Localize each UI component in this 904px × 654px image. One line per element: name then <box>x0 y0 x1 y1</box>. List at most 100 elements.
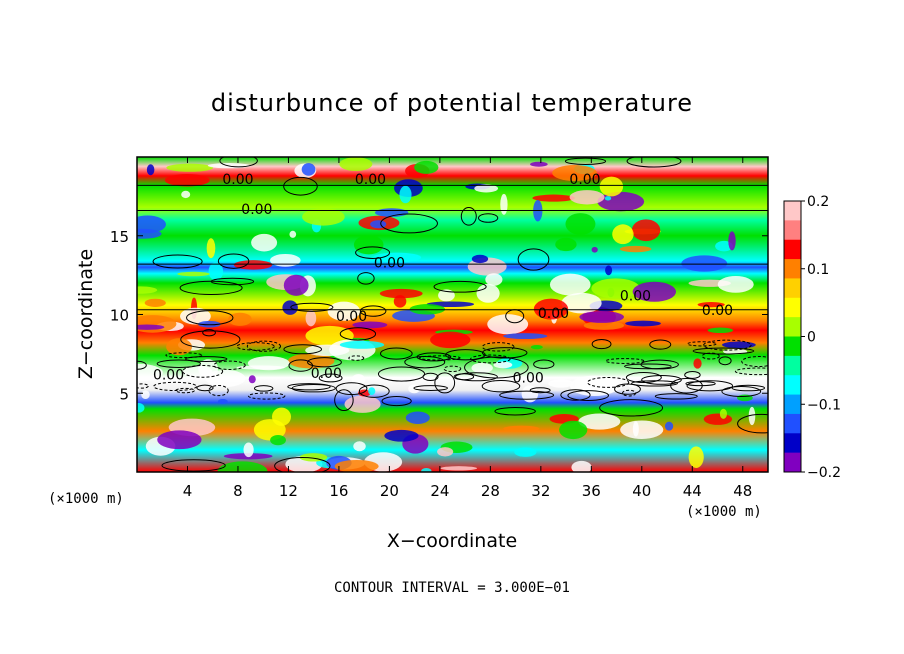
contour-line <box>670 377 703 394</box>
contour-line <box>529 387 551 394</box>
contour-line <box>703 339 752 351</box>
contour-line <box>380 213 438 234</box>
contour-line <box>649 339 672 350</box>
x-tick-label-8: 36 <box>582 482 601 500</box>
x-tick-label-3: 16 <box>329 482 348 500</box>
y-axis-ticks: 5 10 15 <box>110 228 768 403</box>
contour-line <box>517 248 550 271</box>
heatmap-blob <box>248 375 256 384</box>
heatmap-blob <box>500 193 508 215</box>
heatmap-blob <box>748 406 756 426</box>
heatmap-blob <box>604 196 612 201</box>
heatmap-blob <box>521 385 539 403</box>
contour-line <box>640 359 679 370</box>
colorbar-swatch-6 <box>784 317 801 337</box>
heatmap-blob <box>236 365 285 370</box>
contour-line <box>737 413 768 434</box>
heatmap-blob <box>137 324 165 330</box>
contour-line <box>692 347 755 355</box>
heatmap-blob <box>440 466 478 471</box>
contour-line <box>621 389 637 397</box>
heatmap-blob <box>352 321 388 329</box>
heatmap-blob <box>591 246 598 253</box>
contour-line <box>185 356 228 362</box>
contour-line <box>339 327 377 341</box>
contour-line <box>721 386 762 397</box>
contour-line <box>599 399 664 417</box>
heatmap-blob <box>302 208 345 226</box>
contour-line <box>380 347 413 360</box>
contour-line <box>355 246 391 259</box>
contour-label-10: 0.00 <box>513 371 544 387</box>
x-tick-label-10: 44 <box>683 482 702 500</box>
heatmap-blob <box>625 320 661 327</box>
heatmap-blob <box>612 224 634 245</box>
heatmap-blob <box>206 238 216 259</box>
heatmap-blob <box>530 161 548 167</box>
x-axis-label: X−coordinate <box>387 530 517 552</box>
heatmap-blob <box>228 312 252 326</box>
chart-title: disturbunce of potential temperature <box>211 89 693 117</box>
contour-label-11: 0.00 <box>153 367 184 383</box>
heatmap-blob <box>471 362 493 374</box>
heatmap-blob <box>549 273 591 296</box>
heatmap-blob <box>327 301 361 321</box>
x-tick-label-5: 24 <box>430 482 449 500</box>
contour-line <box>334 389 354 412</box>
contour-interval-note: CONTOUR INTERVAL = 3.000E−01 <box>334 580 570 596</box>
heatmap-blob <box>485 273 503 286</box>
contour-line <box>631 380 678 387</box>
contour-line <box>464 356 529 379</box>
contour-line <box>591 338 612 350</box>
heatmap-blob <box>632 281 677 302</box>
heatmap-blob <box>339 157 373 171</box>
contour-label-6: 0.00 <box>538 306 569 322</box>
colorbar-tick-label-3: −0.1 <box>807 397 841 413</box>
heatmap-blob <box>597 191 645 212</box>
heatmap-blob <box>353 441 366 452</box>
heatmap-blob <box>399 185 412 204</box>
contour-line <box>481 379 521 393</box>
contour-line <box>434 372 456 394</box>
heatmap-blob <box>552 164 597 181</box>
heatmap-blob <box>532 194 575 202</box>
heatmap-blob <box>368 387 376 396</box>
heatmap-blob <box>289 230 297 238</box>
heatmap-blob <box>282 300 298 315</box>
y-tick-label-0: 5 <box>119 385 129 403</box>
y-axis-label: Z−coordinate <box>75 249 97 379</box>
colorbar-swatch-7 <box>784 336 801 357</box>
contour-line <box>499 390 555 400</box>
heatmap-blob <box>283 274 309 296</box>
heatmap-blob <box>681 255 728 272</box>
contour-line <box>253 385 274 392</box>
contour-line <box>481 347 528 359</box>
colorbar-swatch-2 <box>784 239 801 260</box>
contour-line <box>318 373 343 383</box>
heatmap-blob <box>664 421 674 431</box>
contour-line <box>287 383 331 391</box>
contour-line <box>359 305 387 317</box>
contour-line <box>153 381 198 392</box>
contour-line <box>416 352 452 362</box>
contour-line <box>453 373 475 381</box>
contour-line <box>213 360 246 370</box>
heatmap-blob <box>251 233 278 252</box>
heatmap-blob <box>373 252 422 263</box>
heatmap-blob <box>533 298 569 320</box>
heatmap-blob <box>217 461 268 472</box>
contour-line <box>217 253 250 269</box>
contour-line <box>701 352 720 360</box>
contour-line <box>567 390 610 401</box>
x-tick-label-0: 4 <box>183 482 193 500</box>
contour-line <box>137 383 149 389</box>
heatmap-blob <box>437 447 454 457</box>
heatmap-blob <box>707 327 734 334</box>
contour-line <box>419 355 461 361</box>
contour-line <box>445 349 486 361</box>
contour-line <box>358 384 390 398</box>
heatmap-blob <box>305 309 317 327</box>
heatmap-blob <box>177 271 210 277</box>
contour-line <box>731 384 765 392</box>
